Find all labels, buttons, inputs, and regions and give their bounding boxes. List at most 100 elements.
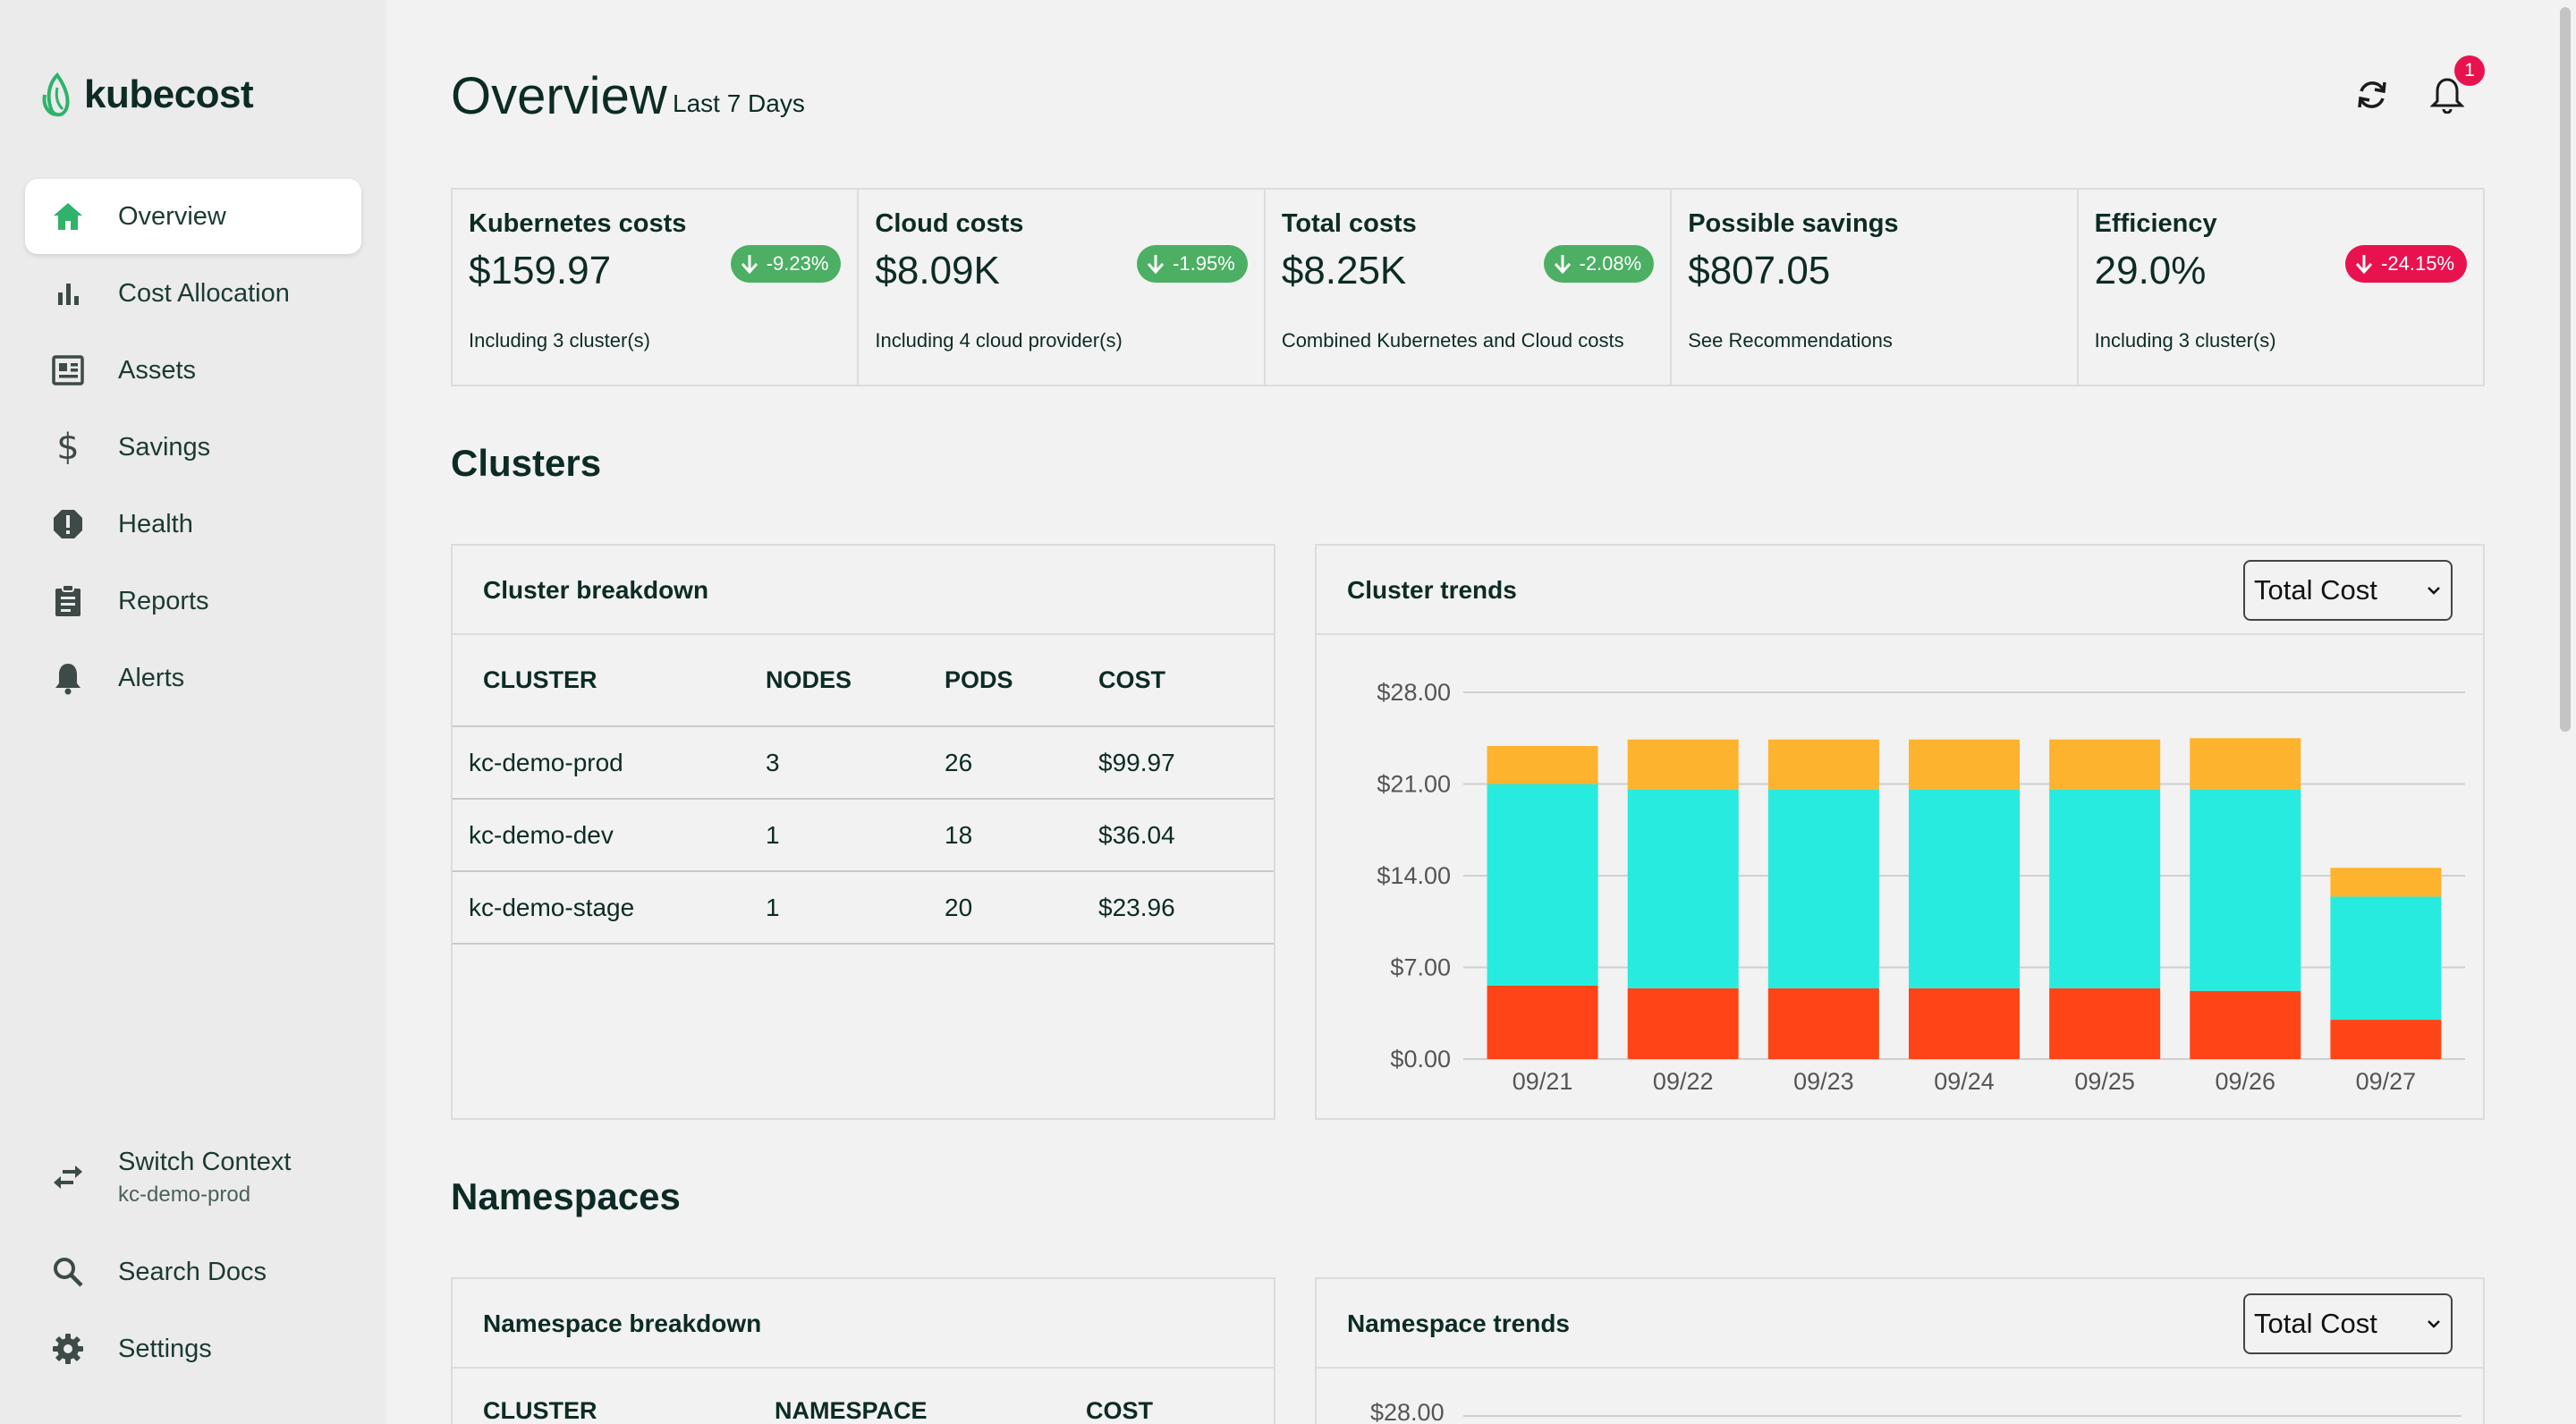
panel-header: Namespace breakdown [453,1279,1274,1369]
column-header-pods[interactable]: PODS [945,635,1098,727]
namespace-table: CLUSTER NAMESPACE COST [453,1369,1274,1424]
panel-title: Cluster trends [1347,576,1517,604]
stacked-bar-chart: $0.00 $7.00 $14.00 $21.00 $28.00 09/21 09/22 09… [1377,679,2465,1095]
kpi-subtext: Including 3 cluster(s) [2094,329,2276,352]
x-axis-tick-label: 09/24 [1934,1068,1995,1095]
brand-name: kubecost [84,72,254,116]
kpi-efficiency[interactable]: Efficiency 29.0% -24.15% Including 3 clu… [2079,190,2483,385]
change-badge: -1.95% [1137,245,1248,283]
kpi-title: Total costs [1281,209,1417,238]
refresh-button[interactable] [2351,73,2394,116]
see-recommendations-link[interactable]: See Recommendations [1688,329,1893,352]
change-badge: -24.15% [2345,245,2468,283]
scrollbar-thumb[interactable] [2560,7,2571,732]
scrollbar-track[interactable] [2556,0,2576,1424]
bar-segment [1767,739,1879,790]
arrow-down-icon [1554,255,1571,275]
current-context: kc-demo-prod [118,1182,251,1207]
kpi-cloud-costs[interactable]: Cloud costs $8.09K -1.95% Including 4 cl… [859,190,1266,385]
page-title: Overview [451,67,667,125]
y-axis-tick-label: $28.00 [1377,679,1451,706]
panel-header: Cluster breakdown [453,546,1274,635]
change-badge: -2.08% [1543,245,1655,283]
column-header-cost[interactable]: COST [1098,635,1274,727]
switch-context-button[interactable]: Switch Context kc-demo-prod [25,1136,361,1218]
search-docs-button[interactable]: Search Docs [25,1234,361,1310]
column-header-nodes[interactable]: NODES [766,635,945,727]
cell-cost: $36.04 [1098,799,1274,872]
bar-segment [2330,868,2442,897]
cell-pods: 20 [945,871,1098,945]
sidebar-item-cost-allocation[interactable]: Cost Allocation [25,256,361,331]
y-axis-tick-label: $14.00 [1377,862,1451,889]
bar-segment [2049,987,2161,1059]
cell-nodes: 1 [766,871,945,945]
panel-title: Namespace breakdown [483,1310,762,1337]
x-axis-tick-label: 09/26 [2215,1068,2275,1095]
bar-segment [2190,789,2301,991]
date-range-label[interactable]: Last 7 Days [673,89,805,117]
sidebar-item-label: Savings [118,432,211,462]
kpi-possible-savings[interactable]: Possible savings $807.05 See Recommendat… [1672,190,2079,385]
column-header-cost[interactable]: COST [1086,1369,1274,1424]
kpi-title: Kubernetes costs [469,209,687,238]
y-axis-tick-label: $7.00 [1390,954,1451,981]
panel-title: Cluster breakdown [483,576,709,604]
bar-segment [1487,746,1598,784]
kpi-value: $807.05 [1688,249,1831,292]
sidebar-item-label: Reports [118,586,209,615]
cluster-breakdown-panel: Cluster breakdown CLUSTER NODES PODS COS… [451,544,1275,1120]
bar-segment [1627,987,1739,1059]
change-value: -2.08% [1579,252,1642,275]
clusters-heading: Clusters [451,442,602,484]
x-axis-tick-label: 09/25 [2074,1068,2135,1095]
y-axis-tick-label: $28.00 [1370,1399,1445,1424]
notifications-button[interactable] [2426,73,2469,116]
namespace-breakdown-panel: Namespace breakdown CLUSTER NAMESPACE CO… [451,1277,1275,1424]
sidebar-item-savings[interactable]: $ Savings [25,410,361,485]
bar-segment [1909,789,2020,988]
panel-title: Namespace trends [1347,1310,1571,1337]
namespace-trends-metric-select[interactable]: Total Cost [2243,1293,2453,1354]
switch-context-text: Switch Context kc-demo-prod [118,1148,291,1208]
kpi-total-costs[interactable]: Total costs $8.25K -2.08% Combined Kuber… [1266,190,1673,385]
cell-pods: 18 [945,799,1098,872]
change-value: -1.95% [1173,252,1235,275]
change-badge: -9.23% [730,245,842,283]
x-axis-tick-label: 09/23 [1793,1068,1854,1095]
kpi-value: $8.25K [1281,249,1407,292]
kpi-kubernetes-costs[interactable]: Kubernetes costs $159.97 -9.23% Includin… [453,190,860,385]
arrow-down-icon [2355,255,2373,275]
settings-button[interactable]: Settings [25,1311,361,1386]
table-header-row: CLUSTER NODES PODS COST [453,635,1274,727]
kpi-title: Efficiency [2094,209,2217,238]
kpi-title: Cloud costs [875,209,1024,238]
bar-segment [2330,896,2442,1021]
sidebar-item-label: Health [118,509,193,538]
column-header-cluster[interactable]: CLUSTER [453,1369,775,1424]
kpi-title: Possible savings [1688,209,1899,238]
table-row[interactable]: kc-demo-stage 1 20 $23.96 [453,871,1274,945]
sidebar-item-overview[interactable]: Overview [25,179,361,254]
sidebar: kubecost Overview Cost Allocation Assets… [0,0,386,1424]
table-row[interactable]: kc-demo-dev 1 18 $36.04 [453,799,1274,872]
kubecost-logo[interactable]: kubecost [39,72,254,118]
bar-segment [1909,987,2020,1059]
alert-circle-icon [50,506,86,542]
cell-cost: $23.96 [1098,871,1274,945]
sidebar-item-alerts[interactable]: Alerts [25,640,361,716]
sidebar-item-health[interactable]: Health [25,487,361,562]
bar-segment [2190,990,2301,1059]
sidebar-item-assets[interactable]: Assets [25,333,361,408]
table-row[interactable]: kc-demo-prod 3 26 $99.97 [453,726,1274,800]
arrow-down-icon [1147,255,1165,275]
cluster-trends-metric-select[interactable]: Total Cost [2243,560,2453,621]
change-value: -24.15% [2381,252,2455,275]
dollar-icon: $ [56,427,80,468]
sidebar-item-reports[interactable]: Reports [25,564,361,639]
y-axis-tick-label: $0.00 [1390,1046,1451,1072]
column-header-cluster[interactable]: CLUSTER [453,635,766,727]
column-header-namespace[interactable]: NAMESPACE [775,1369,1086,1424]
home-icon [50,199,86,234]
swap-icon [50,1159,86,1195]
